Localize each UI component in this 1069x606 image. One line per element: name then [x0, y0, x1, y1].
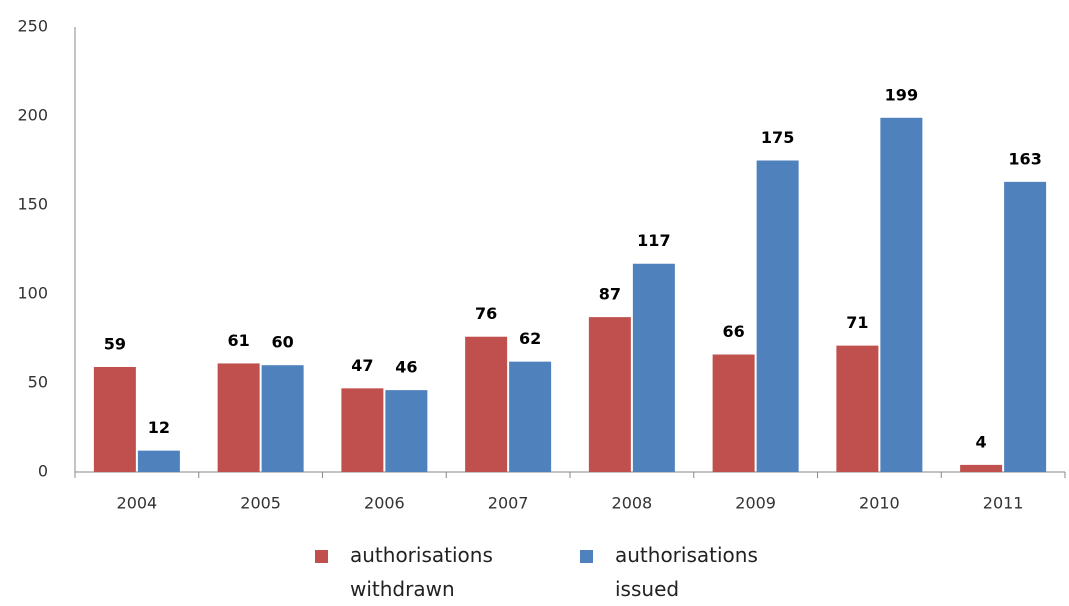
- y-tick-label: 200: [17, 106, 48, 125]
- value-label: 71: [846, 313, 868, 332]
- bar: [836, 345, 879, 472]
- bar: [880, 117, 923, 472]
- value-label: 117: [637, 231, 670, 250]
- value-label: 163: [1008, 149, 1041, 168]
- x-tick-label: 2006: [364, 494, 405, 513]
- legend-swatch: [315, 550, 328, 563]
- y-tick-label: 250: [17, 17, 48, 36]
- legend-swatch: [580, 550, 593, 563]
- x-tick-label: 2004: [117, 494, 158, 513]
- bar: [385, 390, 428, 472]
- value-label: 199: [885, 85, 918, 104]
- y-tick-label: 100: [17, 284, 48, 303]
- y-tick-label: 150: [17, 195, 48, 214]
- bar: [712, 354, 755, 472]
- bar: [217, 363, 260, 472]
- value-label: 175: [761, 128, 794, 147]
- x-tick-label: 2005: [240, 494, 281, 513]
- bar: [93, 366, 136, 472]
- bar: [465, 336, 508, 472]
- value-label: 12: [148, 418, 170, 437]
- legend-label: authorisations issued: [615, 543, 758, 601]
- bar: [341, 388, 384, 472]
- value-label: 62: [519, 329, 541, 348]
- x-tick-label: 2009: [735, 494, 776, 513]
- value-label: 4: [976, 432, 987, 451]
- legend-item: authorisations withdrawn: [315, 538, 540, 606]
- value-label: 66: [722, 322, 744, 341]
- x-tick-label: 2007: [488, 494, 529, 513]
- bar: [509, 361, 552, 472]
- legend-item: authorisations issued: [580, 538, 805, 606]
- bar: [588, 317, 631, 472]
- value-label: 59: [104, 334, 126, 353]
- value-label: 47: [351, 356, 373, 375]
- y-tick-label: 50: [28, 373, 48, 392]
- bar: [756, 160, 799, 472]
- legend-label: authorisations withdrawn: [350, 543, 493, 601]
- value-label: 87: [599, 285, 621, 304]
- y-tick-label: 0: [38, 462, 48, 481]
- value-label: 61: [227, 331, 249, 350]
- legend: authorisations withdrawn authorisations i…: [315, 538, 845, 606]
- value-label: 46: [395, 358, 417, 377]
- value-label: 76: [475, 304, 497, 323]
- bar: [137, 450, 180, 472]
- bar: [1004, 181, 1047, 473]
- value-label: 60: [271, 333, 293, 352]
- x-tick-label: 2011: [983, 494, 1024, 513]
- x-tick-label: 2008: [612, 494, 653, 513]
- bar: [632, 263, 675, 472]
- bar: [261, 365, 304, 472]
- bar: [960, 464, 1003, 472]
- x-tick-label: 2010: [859, 494, 900, 513]
